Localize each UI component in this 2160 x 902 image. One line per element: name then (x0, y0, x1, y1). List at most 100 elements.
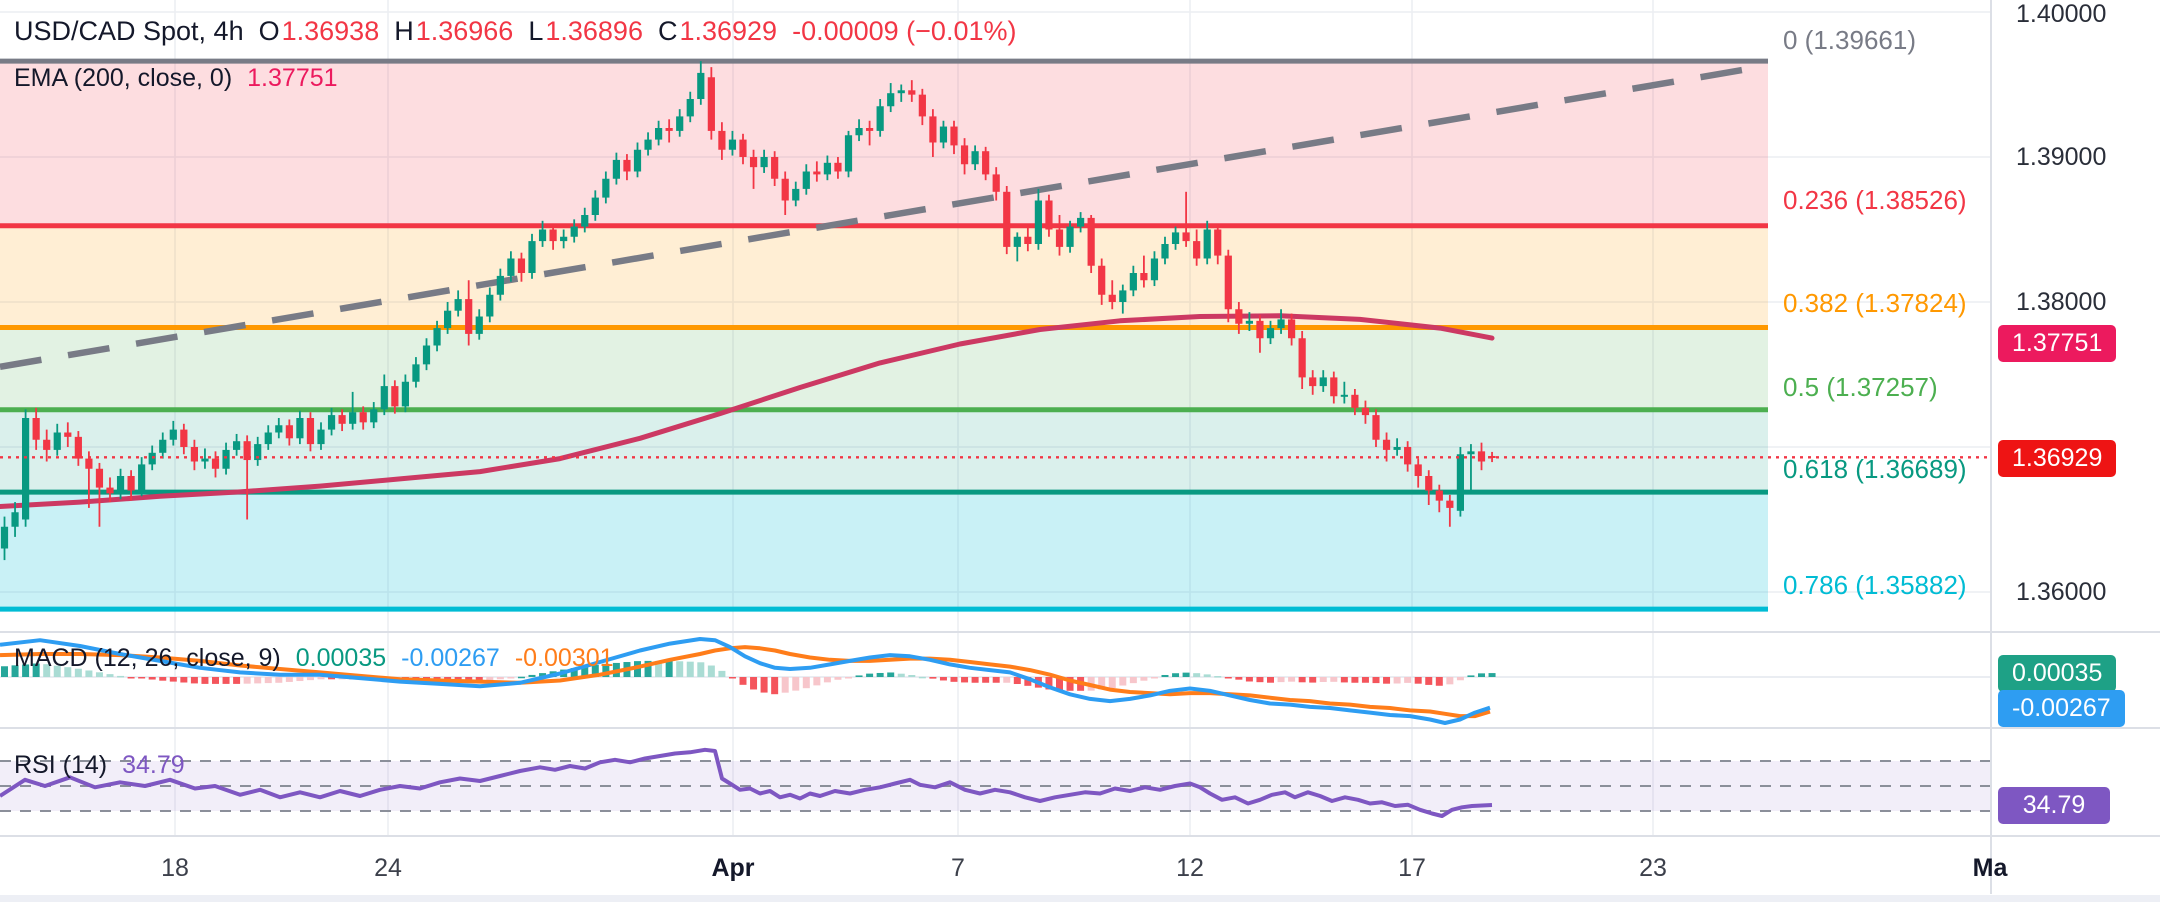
candle (1382, 439, 1391, 450)
candle (982, 151, 990, 175)
candle (338, 415, 346, 424)
time-tick: Ma (1972, 854, 2008, 882)
candle (707, 77, 715, 131)
ema-200-line[interactable] (0, 313, 1495, 509)
candle (602, 178, 610, 198)
time-tick: 17 (1398, 854, 1426, 882)
candle (1393, 447, 1401, 450)
candle (623, 159, 631, 172)
candle (11, 512, 19, 527)
candle (95, 468, 104, 488)
ema-legend: EMA (200, close, 0) 1.37751 (14, 64, 338, 93)
candle (43, 439, 51, 450)
price-tick: 1.40000 (2016, 0, 2107, 28)
rsi-line[interactable] (0, 747, 1493, 818)
gridlines (0, 0, 1990, 836)
candle (570, 226, 578, 237)
candle (887, 93, 895, 107)
candle (264, 432, 272, 445)
candle (771, 157, 779, 179)
candle (1034, 200, 1042, 244)
candle (0, 526, 9, 549)
time-axis[interactable]: 18 24 Apr 7 12 17 23 Ma (0, 837, 2160, 894)
candle (1319, 377, 1327, 387)
candle (1425, 476, 1433, 491)
candle (866, 128, 874, 131)
candle (1446, 500, 1454, 508)
candle (665, 128, 673, 131)
macd-signal-line[interactable] (0, 645, 1491, 719)
candle (1098, 265, 1106, 295)
candle (486, 294, 494, 317)
candle (813, 171, 821, 175)
candle (1087, 217, 1095, 266)
candle (633, 149, 642, 172)
ohlc-high: H 1.36966 (394, 16, 514, 46)
candle (1256, 320, 1264, 339)
rsi-label[interactable]: RSI (14) (14, 751, 108, 779)
bottom-strip (0, 895, 2160, 902)
candle (359, 412, 367, 423)
symbol-legend: USD/CAD Spot, 4h O 1.36938 H 1.36966 L 1.36… (14, 16, 1016, 47)
ohlc-low: L 1.36896 (528, 16, 643, 46)
candle (1045, 200, 1053, 230)
candle (412, 364, 420, 382)
candle (370, 409, 378, 423)
candle (897, 90, 905, 94)
candle (1108, 294, 1116, 302)
candle (32, 418, 40, 440)
candle (929, 116, 937, 143)
candle (317, 429, 325, 445)
ohlc-close: C 1.36929 (657, 16, 778, 46)
candle (686, 99, 694, 117)
candle (823, 162, 831, 175)
candle (233, 441, 241, 450)
candle (275, 425, 283, 433)
candle (1129, 273, 1137, 291)
candle (243, 441, 251, 461)
macd-line-badge: -0.00267 (1998, 690, 2125, 727)
macd-line[interactable] (0, 637, 1491, 725)
macd-hist-badge: 0.00035 (1998, 655, 2117, 692)
candle (676, 116, 684, 131)
candle (1266, 328, 1275, 339)
fib-level-label: 0.786 (1.35882) (1783, 570, 1967, 600)
candle (1182, 232, 1190, 242)
price-tick: 1.38000 (2016, 288, 2107, 316)
candle (190, 447, 198, 462)
candle (116, 476, 125, 494)
candle (1119, 290, 1127, 302)
candle (1193, 241, 1201, 259)
fib-lines[interactable] (0, 58, 1768, 612)
candle (53, 432, 61, 450)
candle (792, 188, 800, 201)
rsi-value: 34.79 (122, 751, 185, 779)
candle (1161, 244, 1169, 259)
candle (749, 157, 758, 168)
candle (1488, 455, 1496, 458)
candle (960, 145, 969, 165)
candle (1140, 273, 1148, 281)
candle (876, 106, 884, 131)
price-axis[interactable]: 1.40000 1.39000 1.38000 1.36000 1.37751 1.369… (1991, 0, 2160, 894)
candle (201, 458, 209, 462)
candle (1171, 232, 1180, 244)
candle (1066, 226, 1074, 247)
candle (85, 458, 93, 469)
fib-level-label: 0.5 (1.37257) (1783, 372, 1938, 402)
ema-price-badge: 1.37751 (1998, 325, 2117, 362)
symbol-title[interactable]: USD/CAD Spot, 4h (14, 16, 244, 46)
macd-label[interactable]: MACD (12, 26, close, 9) (14, 644, 281, 672)
candle (433, 328, 441, 346)
candle (517, 258, 526, 273)
candle (1309, 377, 1317, 387)
candle (296, 418, 304, 439)
candle (74, 436, 82, 459)
candle (1467, 451, 1475, 455)
candle (1330, 377, 1338, 397)
trendline[interactable] (0, 62, 1769, 371)
candle (1277, 319, 1285, 329)
ema-label[interactable]: EMA (200, close, 0) (14, 64, 233, 92)
